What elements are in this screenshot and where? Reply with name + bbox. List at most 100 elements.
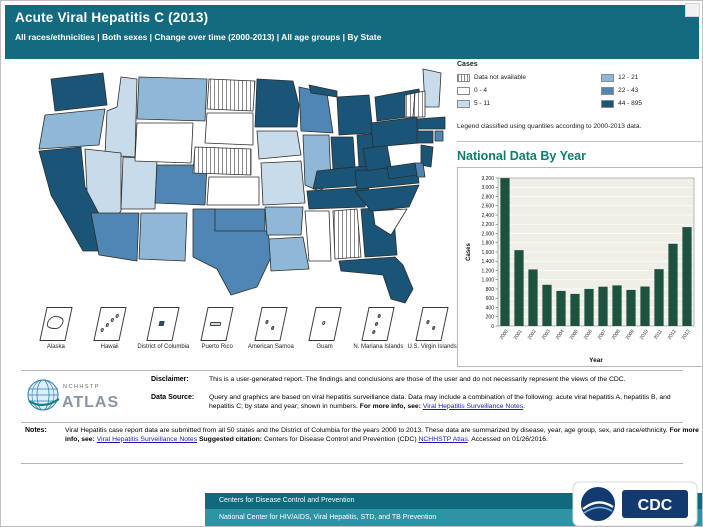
inset-guam: Guam (298, 307, 352, 365)
state-ID (104, 76, 138, 158)
surveillance-notes-link[interactable]: Viral Hepatitis Surveillance Notes (422, 402, 524, 410)
inset-panel (361, 307, 395, 341)
state-UT (120, 156, 158, 210)
state-WA (50, 72, 108, 112)
bar-2000 (500, 178, 510, 326)
svg-text:2000: 2000 (499, 328, 510, 340)
inset-panel (39, 307, 73, 341)
inset-panel (93, 307, 127, 341)
svg-text:2,200: 2,200 (481, 222, 494, 228)
svg-text:1,400: 1,400 (481, 259, 494, 265)
period: . (523, 402, 526, 410)
chart-title: National Data By Year (457, 149, 586, 163)
cdc-logo-text: CDC (638, 497, 673, 514)
state-IN (330, 136, 356, 170)
report-filter-summary: All races/ethnicities | Both sexes | Cha… (15, 32, 382, 42)
inset-label: Puerto Rico (201, 344, 233, 350)
bar-2010 (640, 286, 650, 326)
state-RI (434, 130, 444, 142)
state-CO (154, 164, 208, 206)
bar-2008 (612, 285, 622, 326)
nchhstp-atlas-logo: NCHHSTP ATLAS (27, 379, 118, 411)
state-MI (336, 94, 374, 136)
state-MA (416, 116, 446, 130)
disclaimer-text: This is a user-generated report. The fin… (209, 376, 626, 383)
state-TX (192, 208, 274, 296)
logo-swoosh (28, 398, 60, 407)
svg-text:3,000: 3,000 (481, 185, 494, 191)
svg-text:3,200: 3,200 (481, 176, 494, 182)
state-NH (412, 90, 426, 118)
svg-text:2009: 2009 (625, 328, 636, 340)
legend-items: Data not available 0 - 4 5 - 11 12 - 21 22 -… (457, 71, 702, 110)
legend-swatch (601, 73, 615, 82)
legend-swatch (601, 86, 615, 95)
svg-text:2,400: 2,400 (481, 213, 494, 219)
bar-2004 (556, 290, 566, 326)
inset-panel (146, 307, 180, 341)
state-IA (256, 130, 302, 160)
inset-panel (200, 307, 234, 341)
state-WY (134, 122, 194, 164)
legend-note: Legend classified using quantiles accord… (457, 123, 642, 130)
bar-2001 (514, 250, 524, 326)
cdc-logo: CDC (572, 481, 698, 526)
state-LA (268, 236, 310, 272)
territory-insets: Alaska Hawaii District of Columbia Puerto R… (29, 307, 459, 365)
inset-panel (308, 307, 342, 341)
bar-2012 (668, 243, 678, 326)
legend-swatch (457, 99, 470, 108)
us-choropleth-map (38, 68, 446, 304)
state-MT (136, 76, 208, 122)
state-AR (264, 206, 304, 236)
svg-text:2,600: 2,600 (481, 204, 494, 210)
bar-2011 (654, 269, 664, 326)
cdc-globe-icon (581, 487, 615, 521)
nchhstp-atlas-link[interactable]: NCHHSTP Atlas (418, 435, 468, 443)
state-MI (308, 84, 338, 98)
svg-text:200: 200 (486, 315, 495, 321)
legend-label: 5 - 11 (474, 100, 491, 107)
inset-n-mariana-islands: N. Mariana Islands (352, 307, 406, 365)
state-MD (386, 162, 418, 180)
national-data-bar-chart: 0 200 400 600 800 1,000 1,200 1,400 1,600 1,800 2,… (457, 167, 702, 367)
bar-2005 (570, 293, 580, 326)
state-MS (304, 210, 332, 262)
bar-2003 (542, 284, 552, 326)
more-info-label: For more info, see: (359, 402, 421, 410)
surveillance-notes-link[interactable]: Viral Hepatitis Surveillance Notes (96, 435, 198, 443)
inset-district-of-columbia: District of Columbia (137, 307, 191, 365)
data-source-body: Query and graphics are based on viral he… (209, 394, 671, 410)
inset-label: U.S. Virgin Islands (407, 344, 457, 350)
logo-nchhstp-text: NCHHSTP (63, 384, 100, 390)
state-PA (370, 116, 420, 148)
svg-text:1,800: 1,800 (481, 241, 494, 247)
divider (21, 370, 683, 371)
svg-text:2013: 2013 (681, 328, 692, 340)
svg-text:2010: 2010 (639, 328, 650, 340)
svg-text:2004: 2004 (555, 328, 566, 340)
state-NM (138, 212, 188, 262)
inset-label: Guam (316, 344, 333, 350)
corner-artifact (685, 3, 700, 17)
notes-body: Viral Hepatitis case report data are sub… (65, 427, 668, 434)
legend-item: 12 - 21 (601, 71, 702, 84)
legend-item: 44 - 895 (601, 97, 702, 110)
state-FL (338, 256, 414, 304)
inset-label: American Samoa (247, 344, 294, 350)
legend-swatch (457, 73, 470, 82)
svg-text:2001: 2001 (513, 328, 524, 340)
notes-text: Viral Hepatitis case report data are sub… (65, 427, 699, 445)
legend-item: 5 - 11 (457, 97, 587, 110)
state-SC (372, 208, 408, 236)
state-KS (206, 176, 260, 206)
svg-text:2008: 2008 (611, 328, 622, 340)
legend-item: 22 - 43 (601, 84, 702, 97)
legend-label: 44 - 895 (618, 100, 642, 107)
svg-text:1,000: 1,000 (481, 278, 494, 284)
state-MN (254, 78, 300, 128)
bar-2013 (682, 227, 692, 326)
legend-item: 0 - 4 (457, 84, 587, 97)
legend-swatch (601, 99, 615, 108)
